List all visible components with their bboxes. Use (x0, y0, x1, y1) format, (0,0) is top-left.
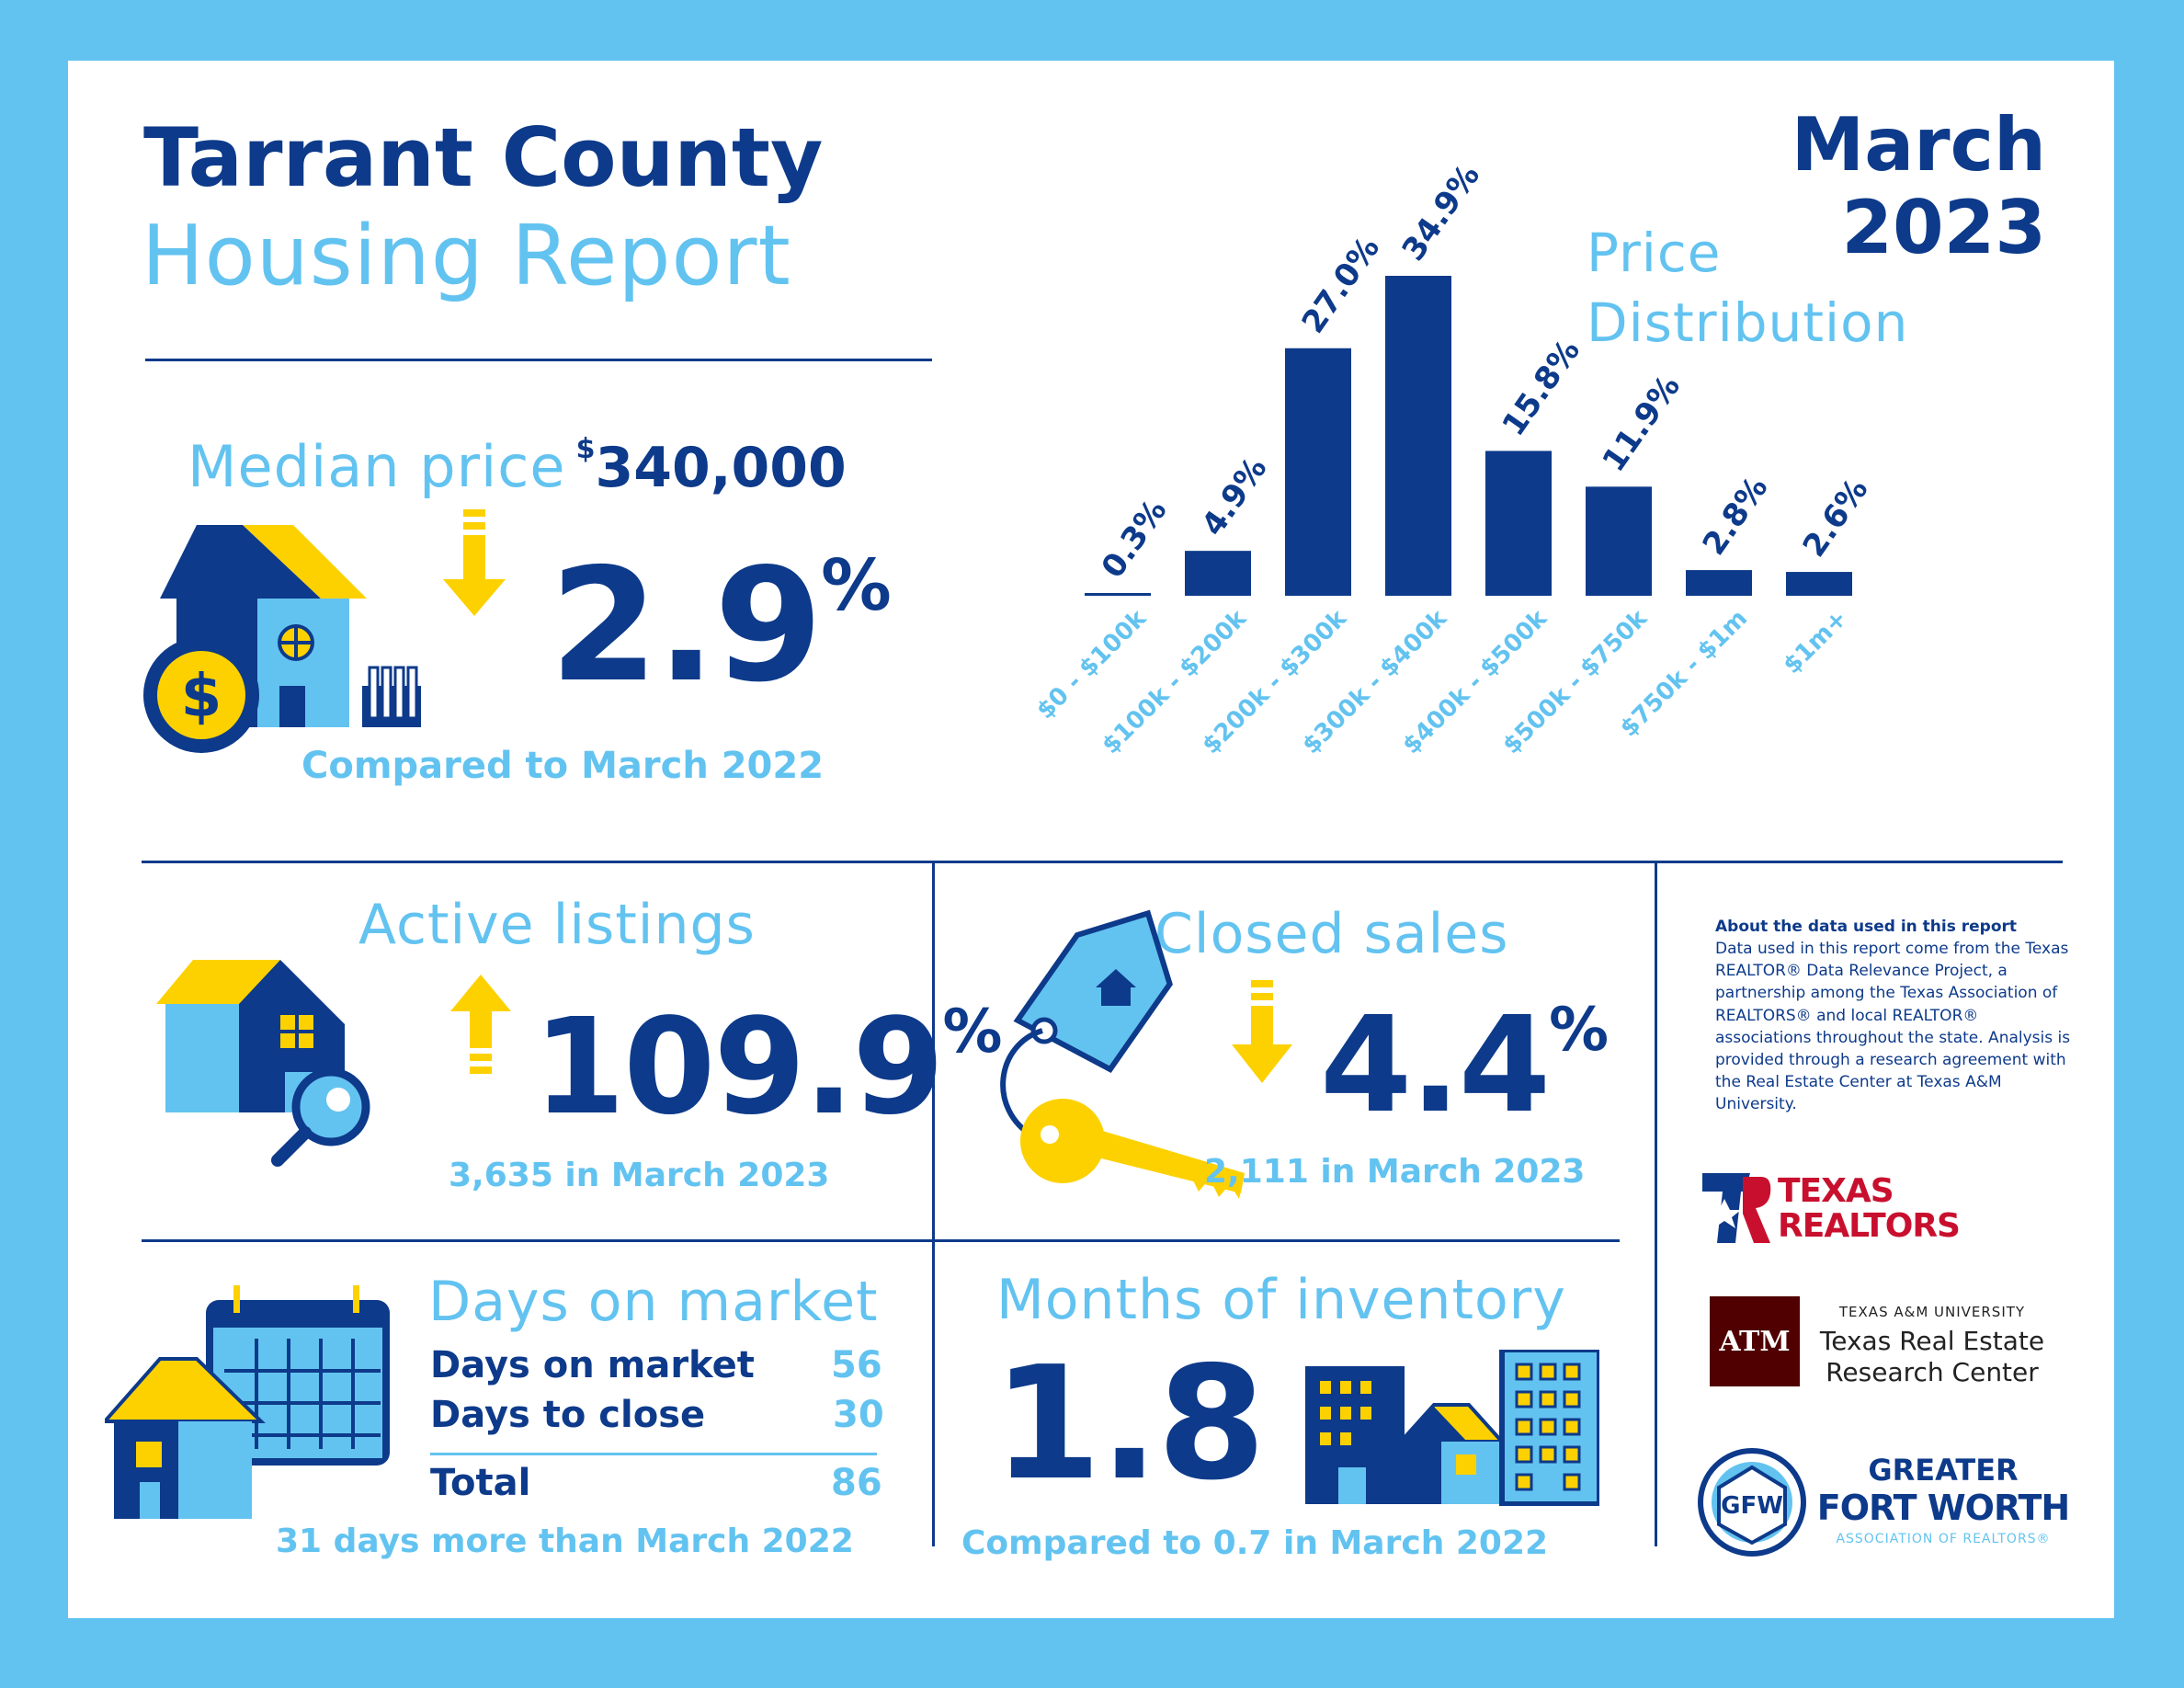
median-price-change: 2.9% (550, 548, 892, 704)
texas-realtors-line1: TEXAS (1778, 1172, 1894, 1210)
dom-row-2-label: Days to close (430, 1394, 706, 1436)
median-price-label: Median price (188, 433, 566, 500)
fence-icon (362, 666, 421, 727)
house-money-illustration: $ (143, 525, 421, 753)
down-arrow-icon (443, 509, 506, 616)
down-arrow-icon (1232, 980, 1292, 1083)
median-price-heading: Median price $340,000 (188, 433, 847, 500)
closed-sales-caption: 2,111 in March 2023 (1204, 1153, 1586, 1191)
tamu-mark-icon: ATM (1710, 1296, 1800, 1386)
months-inventory-label: Months of inventory (996, 1268, 1566, 1332)
key-tag-illustration (1000, 909, 1245, 1199)
bar-7 (1786, 572, 1852, 596)
value-label-6: 2.8% (1696, 470, 1776, 562)
report-card: Tarrant County Housing Report March 2023… (68, 61, 2114, 1618)
chart-title-line2: Distribution (1587, 291, 1909, 354)
report-month: March (1791, 102, 2046, 188)
value-label-5: 11.9% (1596, 369, 1688, 479)
dom-row-2-value: 30 (833, 1394, 884, 1436)
chart-title-line1: Price (1587, 222, 1722, 284)
median-price-value: $340,000 (575, 433, 847, 500)
closed-sales-change: 4.4% (1320, 998, 1609, 1131)
section-divider-top (142, 861, 2063, 863)
value-label-2: 27.0% (1295, 230, 1387, 340)
closed-change-pct: % (1549, 996, 1610, 1066)
closed-change-value: 4.4 (1320, 987, 1551, 1142)
gfw-line2: FORT WORTH (1816, 1488, 2070, 1528)
house-icon (105, 1357, 266, 1519)
tamu-line1: TEXAS A&M UNIVERSITY (1838, 1304, 2026, 1320)
months-inventory-caption: Compared to 0.7 in March 2022 (961, 1524, 1549, 1562)
house-icon (1396, 1403, 1507, 1504)
buildings-illustration (1305, 1350, 1599, 1506)
months-inventory-value: 1.8 (993, 1333, 1266, 1515)
gfw-seal-icon: GFW (1698, 1448, 1806, 1557)
closed-sales-label: Closed sales (1155, 902, 1509, 966)
gfw-line1: GREATER (1868, 1453, 2019, 1488)
magnifying-glass-icon (271, 1067, 370, 1167)
median-price-amount: 340,000 (595, 436, 847, 500)
value-label-0: 0.3% (1095, 493, 1175, 585)
house-search-illustration (156, 960, 370, 1167)
calendar-house-illustration (105, 1285, 390, 1519)
currency-symbol: $ (575, 433, 596, 465)
title-line2: Housing Report (142, 208, 791, 304)
category-label-7: $1m+ (1779, 605, 1853, 679)
active-listings-caption: 3,635 in March 2023 (449, 1157, 830, 1194)
texas-realtors-mark-icon (1702, 1173, 1771, 1243)
dom-row-1-label: Days on market (430, 1344, 755, 1386)
active-change-pct: % (942, 998, 1003, 1067)
tamu-line3: Research Center (1826, 1357, 2039, 1387)
dom-total-divider (430, 1453, 877, 1455)
texas-realtors-line2: REALTORS (1778, 1207, 1961, 1245)
bar-3 (1385, 276, 1451, 596)
about-body: Data used in this report come from the T… (1715, 940, 2071, 1113)
active-listings-label: Active listings (358, 893, 756, 957)
active-listings-change: 109.9% (533, 1000, 1002, 1133)
value-label-7: 2.6% (1796, 472, 1876, 564)
bar-1 (1185, 551, 1251, 596)
svg-text:GFW: GFW (1721, 1492, 1783, 1520)
title-divider (145, 359, 932, 361)
up-arrow-icon (450, 975, 511, 1074)
building-right-icon (1499, 1350, 1599, 1506)
report-year: 2023 (1841, 185, 2046, 270)
bar-6 (1686, 570, 1752, 596)
value-label-1: 4.9% (1195, 451, 1275, 542)
texas-realtors-logo[interactable]: TEXAS REALTORS (1702, 1171, 1978, 1254)
bar-2 (1285, 348, 1351, 596)
gfw-logo[interactable]: GFW GREATER FORT WORTH ASSOCIATION OF RE… (1697, 1447, 2083, 1557)
column-divider-2 (1655, 862, 1657, 1546)
days-on-market-label: Days on market (428, 1270, 879, 1334)
key-icon (1020, 1099, 1245, 1199)
about-section: About the data used in this report Data … (1715, 916, 2074, 1115)
dom-row-1-value: 56 (831, 1344, 882, 1386)
svg-text:$: $ (181, 663, 222, 731)
median-change-value: 2.9 (550, 535, 823, 717)
tamu-line2: Texas Real Estate (1819, 1326, 2045, 1356)
days-on-market-caption: 31 days more than March 2022 (276, 1523, 854, 1560)
title-line1: Tarrant County (143, 110, 824, 205)
value-label-4: 15.8% (1496, 333, 1587, 443)
building-left-icon (1305, 1366, 1405, 1504)
bar-4 (1485, 451, 1552, 596)
tamu-logo[interactable]: ATM TEXAS A&M UNIVERSITY Texas Real Esta… (1710, 1296, 2077, 1388)
column-divider-1 (932, 862, 935, 1546)
value-label-3: 34.9% (1395, 158, 1487, 268)
median-price-caption: Compared to March 2022 (301, 745, 825, 787)
about-heading: About the data used in this report (1715, 918, 2018, 936)
median-change-pct: % (821, 544, 892, 627)
price-tag-icon (1013, 909, 1173, 1073)
bar-0 (1085, 593, 1151, 596)
bar-5 (1586, 486, 1652, 596)
dom-total-value: 86 (831, 1462, 882, 1504)
gfw-line3: ASSOCIATION OF REALTORS® (1836, 1532, 2051, 1546)
dollar-coin-icon: $ (143, 637, 259, 753)
dom-total-label: Total (430, 1462, 531, 1504)
section-divider-middle (142, 1239, 1620, 1242)
active-change-value: 109.9 (533, 989, 944, 1144)
